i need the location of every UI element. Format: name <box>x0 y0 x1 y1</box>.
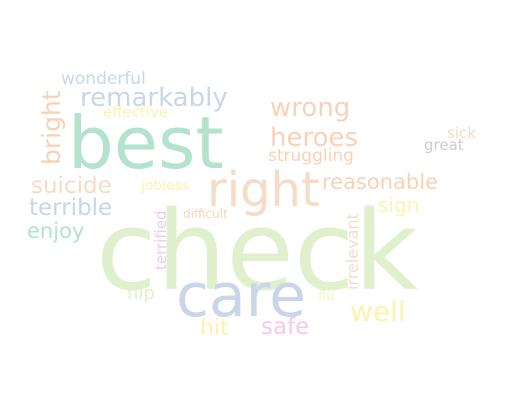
word-sign: sign <box>378 193 420 217</box>
word-suicide: suicide <box>31 173 112 199</box>
word-bright: bright <box>37 90 66 165</box>
word-hip: hip <box>127 283 155 304</box>
word-reasonable: reasonable <box>322 170 439 194</box>
word-sick: sick <box>447 124 476 142</box>
word-right: right <box>207 162 320 218</box>
word-irrelevant: irrelevant <box>343 213 362 290</box>
word-well: well <box>350 295 406 328</box>
word-terrible: terrible <box>29 195 113 221</box>
word-care: care <box>176 261 307 331</box>
word-difficult: difficult <box>183 207 228 221</box>
word-check: check <box>96 187 419 315</box>
word-terrified: terrified <box>152 210 170 270</box>
word-great: great <box>424 136 464 154</box>
word-remarkably: remarkably <box>80 83 228 113</box>
word-enjoy: enjoy <box>27 219 85 243</box>
word-safe: safe <box>261 314 310 340</box>
word-heroes: heroes <box>270 123 359 153</box>
word-wonderful: wonderful <box>61 69 146 89</box>
word-jobless: jobless <box>141 178 190 194</box>
word-best: best <box>68 101 224 185</box>
word-wrong: wrong <box>270 93 351 123</box>
word-struggling: struggling <box>268 146 354 166</box>
word-effective: effective <box>103 103 169 121</box>
word-flu: flu <box>318 289 335 304</box>
word-hit: hit <box>200 316 229 341</box>
